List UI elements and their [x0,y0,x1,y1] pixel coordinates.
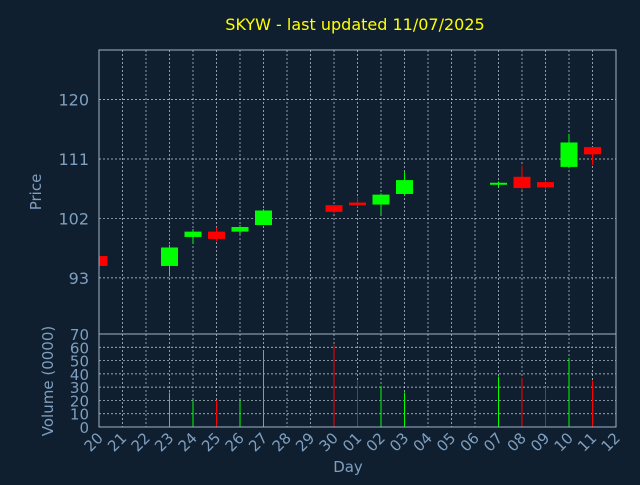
volume-tick-label: 10 [70,406,89,424]
candle [231,225,249,235]
candle [396,172,413,196]
x-tick-label: 06 [457,429,483,455]
x-tick-label: 22 [128,429,154,455]
volume-tick-label: 30 [70,379,89,397]
candle [161,244,178,277]
candle-body [396,180,413,194]
x-axis-label: Day [333,458,363,476]
candle [513,165,531,191]
volume-frame [98,333,617,428]
candle-body [99,256,108,266]
candle-body [255,210,272,226]
candle-body [161,247,178,266]
x-tick-label: 07 [480,429,506,455]
candle [98,256,108,268]
volume-tick-label: 50 [70,353,89,371]
candle [184,228,202,243]
volume-tick-label: 60 [70,339,89,357]
x-tick-label: 04 [410,429,436,455]
candle [537,180,554,190]
candle [560,133,578,169]
volume-tick-label: 0 [79,419,89,437]
candle-body [584,147,601,155]
candle-body [208,231,225,239]
volume-axis-label: Volume (0000) [39,326,57,436]
candle [349,197,366,208]
x-tick-label: 25 [198,429,224,455]
price-panel: 93 102 111 120 [58,49,617,335]
x-tick-label: 10 [551,429,577,455]
chart-title: SKYW - last updated 11/07/2025 [225,15,484,34]
price-tick-label: 120 [58,91,89,110]
volume-tick-label: 40 [70,366,89,384]
candle [325,205,343,214]
candle-body [184,231,202,237]
candle [208,227,225,241]
price-tick-label: 111 [58,150,89,169]
candle-body [231,227,249,232]
x-tick-label: 02 [363,429,389,455]
volume-tick-label: 70 [70,326,89,344]
x-tick-label: 23 [151,429,177,455]
x-tick-label: 11 [574,429,600,455]
x-tick-label: 12 [598,429,624,455]
x-tick-label: 28 [269,429,295,455]
x-tick-label: 01 [339,429,365,455]
x-tick-label: 27 [245,429,271,455]
candle [372,193,390,215]
price-axis-label: Price [27,174,45,211]
x-tick-label: 29 [292,429,318,455]
x-tick-label: 05 [433,429,459,455]
price-tick-label: 102 [58,209,89,228]
x-tick-label: 24 [175,429,201,455]
candle-body [537,182,554,188]
x-tick-label: 09 [527,429,553,455]
candle [490,181,507,187]
x-tick-label: 30 [316,429,342,455]
price-tick-label: 93 [69,269,89,288]
candle-body [560,142,578,167]
candle-body [490,182,507,185]
x-tick-label: 03 [386,429,412,455]
candle-body [372,194,390,205]
candle-body [349,202,366,206]
x-tick-label: 26 [222,429,248,455]
candle-body [325,205,343,212]
x-tick-label: 08 [504,429,530,455]
candle [255,209,272,226]
candle-body [513,176,531,189]
volume-tick-label: 20 [70,392,89,410]
candle [584,147,601,165]
x-tick-label: 21 [104,429,130,455]
x-axis-ticks: 2021222324252627282930010203040506070809… [81,429,624,455]
